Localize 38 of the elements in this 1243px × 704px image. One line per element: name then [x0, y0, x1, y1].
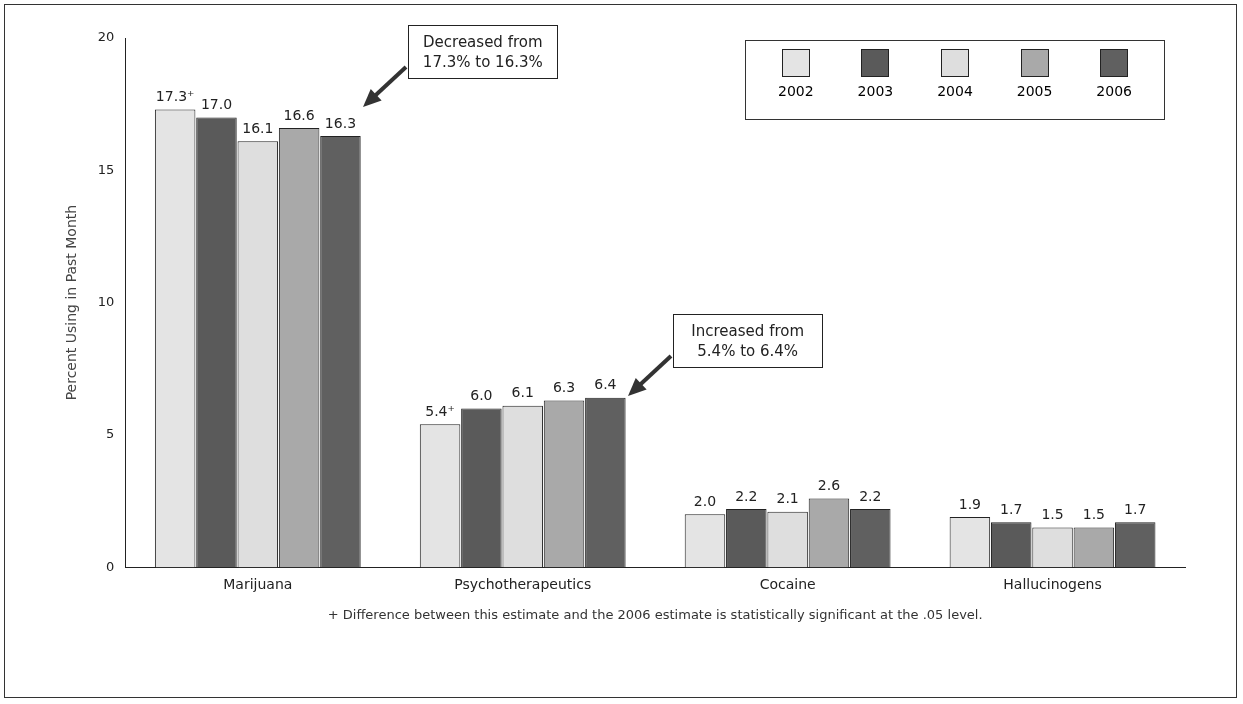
data-label: 2.1 — [776, 490, 799, 507]
x-tick-label: Cocaine — [759, 576, 816, 593]
y-tick-label: 10 — [97, 293, 115, 309]
data-label: 2.2 — [735, 487, 758, 504]
data-label: 1.9 — [958, 495, 982, 512]
data-label: 6.1 — [511, 384, 534, 401]
data-label: 2.0 — [693, 492, 717, 509]
legend-label: 2002 — [777, 83, 814, 99]
legend-label: 2006 — [1096, 83, 1132, 99]
data-label: 1.7 — [1000, 500, 1023, 517]
data-label: 1.5 — [1082, 506, 1105, 523]
data-label: 2.2 — [859, 487, 882, 504]
data-label: 17.0 — [200, 96, 233, 113]
y-tick-label: 20 — [97, 29, 115, 45]
data-label: 1.7 — [1124, 500, 1147, 517]
y-tick-label: 5 — [106, 426, 115, 442]
data-label: 16.1 — [242, 119, 274, 136]
data-label: 6.0 — [470, 387, 493, 404]
legend-label: 2005 — [1016, 83, 1053, 99]
annotation: Increased from 5.4% to 6.4% — [672, 313, 823, 368]
data-label: 2.6 — [817, 477, 841, 494]
x-tick-label: Marijuana — [223, 576, 293, 593]
y-axis-title: Percent Using in Past Month — [63, 204, 80, 401]
x-tick-label: Psychotherapeutics — [454, 576, 592, 593]
legend-label: 2004 — [937, 83, 973, 99]
x-tick-label: Hallucinogens — [1003, 576, 1102, 593]
data-label: 5.4⁺ — [425, 402, 455, 419]
data-label: 16.3 — [324, 114, 357, 131]
data-label: 6.3 — [552, 379, 576, 396]
annotation: Decreased from 17.3% to 16.3% — [407, 25, 558, 80]
data-label: 17.3⁺ — [155, 88, 195, 105]
y-tick-label: 15 — [97, 161, 115, 177]
data-label: 16.6 — [283, 106, 315, 123]
legend-label: 2003 — [857, 83, 894, 99]
data-label: 6.4 — [594, 376, 617, 393]
y-tick-label: 0 — [106, 558, 115, 574]
text: + Difference between this estimate and the 2006 estimate is statistically significant at the .05 level. — [327, 607, 983, 623]
data-label: 1.5 — [1041, 506, 1064, 523]
